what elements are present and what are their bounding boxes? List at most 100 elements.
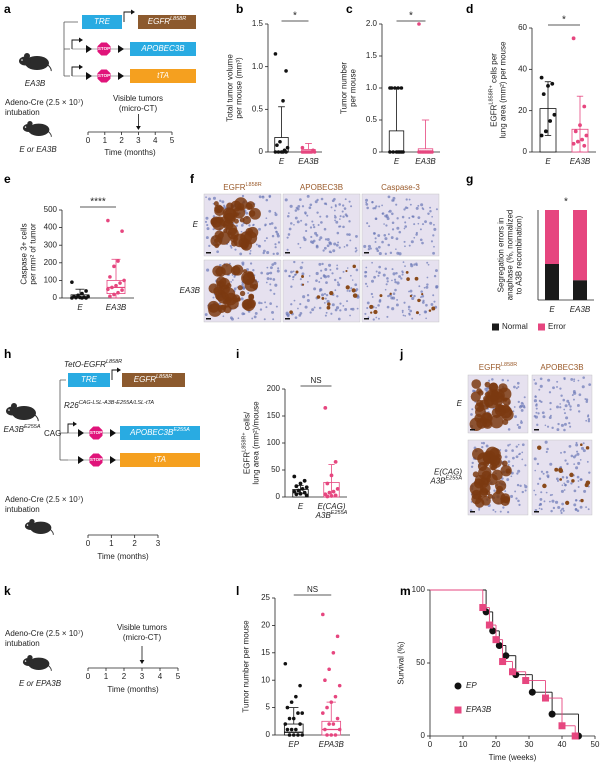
row-label: E — [193, 220, 199, 229]
stain — [431, 306, 436, 311]
nucleus — [565, 416, 569, 420]
nucleus — [342, 270, 345, 273]
nucleus — [354, 283, 358, 287]
data-point — [112, 292, 116, 297]
y-tick-label: 1.5 — [366, 51, 378, 60]
nucleus — [547, 378, 551, 382]
nucleus — [419, 228, 422, 231]
stain — [239, 217, 245, 223]
loxp-site — [86, 45, 92, 53]
nucleus — [337, 317, 341, 321]
y-axis-label-sup: L858R+ — [242, 432, 248, 451]
x-tick-label: E — [279, 157, 285, 166]
nucleus — [265, 237, 268, 240]
stain — [500, 496, 510, 506]
y-tick-label: 15 — [261, 648, 270, 657]
survival-marker — [479, 604, 487, 612]
stain — [233, 218, 239, 224]
nucleus — [339, 276, 342, 280]
nucleus — [307, 281, 309, 283]
diagram-text: Adeno-Cre (2.5 × 10⁷) — [5, 98, 84, 107]
nucleus — [421, 207, 424, 209]
y-tick-label: 5 — [266, 703, 271, 712]
y-axis-label: Tumor number per mouse — [242, 620, 251, 713]
y-tick-label: 20 — [261, 621, 270, 630]
nucleus — [391, 307, 395, 311]
nucleus — [287, 214, 290, 218]
nucleus — [405, 198, 408, 201]
nucleus — [299, 266, 303, 270]
nucleus — [271, 234, 275, 238]
nucleus — [576, 450, 579, 453]
survival-marker — [509, 668, 516, 676]
diagram-text-main: R26 — [64, 401, 79, 410]
stain — [249, 208, 261, 220]
nucleus — [337, 283, 341, 287]
nucleus — [499, 449, 502, 451]
nucleus — [241, 283, 244, 286]
nucleus — [284, 198, 288, 202]
nucleus — [319, 290, 321, 292]
data-point — [276, 150, 281, 154]
nucleus — [373, 275, 376, 279]
nucleus — [395, 272, 398, 275]
nucleus — [206, 268, 210, 272]
nucleus — [421, 241, 424, 245]
data-point — [273, 150, 278, 154]
nucleus — [292, 275, 295, 278]
significance: * — [564, 197, 568, 208]
nucleus — [386, 315, 389, 318]
row-label: EA3B — [180, 286, 201, 295]
nucleus — [249, 249, 252, 252]
nucleus — [320, 197, 324, 201]
nucleus — [408, 198, 411, 201]
y-axis-label-group: Total tumor volume per mouse (mm³) — [226, 54, 244, 122]
y-tick-label: 100 — [412, 585, 426, 594]
nucleus — [263, 318, 266, 321]
nucleus — [277, 241, 281, 244]
nucleus — [287, 233, 291, 236]
x-tick-label: E — [298, 502, 304, 511]
diagram-text-sup: L858R — [170, 16, 186, 22]
nucleus — [205, 216, 209, 220]
stain — [321, 296, 325, 300]
nucleus — [290, 222, 293, 225]
nucleus — [420, 296, 422, 299]
nucleus — [585, 506, 588, 509]
nucleus — [554, 500, 559, 504]
nucleus — [425, 317, 427, 320]
nucleus — [507, 510, 510, 514]
data-point — [287, 733, 292, 737]
nucleus — [310, 235, 313, 239]
diagram-text: TRE — [81, 375, 98, 384]
x-tick-label: EA3B — [298, 157, 319, 166]
data-point — [294, 484, 299, 489]
nucleus — [396, 281, 400, 285]
nucleus — [235, 224, 238, 227]
nucleus — [336, 231, 340, 235]
nucleus — [331, 303, 335, 307]
nucleus — [339, 302, 342, 305]
nucleus — [423, 286, 426, 289]
nucleus — [308, 275, 311, 277]
data-point — [323, 406, 328, 410]
nucleus — [564, 483, 567, 487]
significance: * — [293, 11, 297, 22]
nucleus — [237, 317, 240, 320]
scale-bar — [364, 252, 369, 254]
nucleus — [333, 242, 337, 246]
nucleus — [519, 484, 522, 488]
diagram-text: E or EPA3B — [19, 679, 62, 688]
nucleus — [551, 493, 554, 496]
nucleus — [212, 196, 216, 200]
nucleus — [219, 199, 222, 203]
nucleus — [404, 225, 408, 228]
nucleus — [404, 206, 408, 209]
nucleus — [396, 299, 399, 301]
nucleus — [573, 380, 575, 382]
nucleus — [364, 270, 367, 274]
nucleus — [208, 244, 211, 248]
x-tick-label: 0 — [428, 740, 433, 749]
data-point — [423, 150, 428, 154]
nucleus — [427, 212, 430, 215]
